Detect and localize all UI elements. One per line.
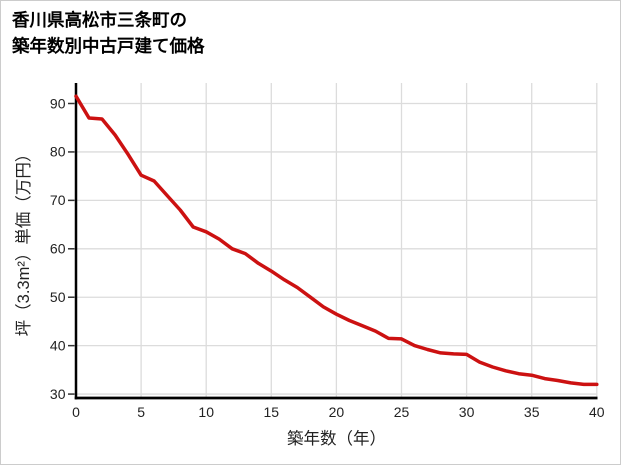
x-tick-label: 20	[329, 404, 345, 420]
price-series-line	[74, 94, 599, 387]
y-tick-label: 30	[50, 386, 66, 402]
y-tick-label: 60	[50, 241, 66, 257]
x-tick-label: 25	[394, 404, 410, 420]
x-tick-label: 5	[137, 404, 145, 420]
x-axis-title: 築年数（年）	[287, 429, 386, 448]
y-tick-label: 80	[50, 144, 66, 160]
x-tick-label: 40	[589, 404, 605, 420]
y-tick-label: 70	[50, 192, 66, 208]
x-tick-label: 0	[72, 404, 80, 420]
chart-title: 香川県高松市三条町の 築年数別中古戸建て価格	[12, 10, 205, 56]
x-tick-label: 10	[198, 404, 214, 420]
y-tick-label: 50	[50, 289, 66, 305]
x-tick-label: 15	[264, 404, 280, 420]
x-tick-label: 35	[524, 404, 540, 420]
y-tick-label: 90	[50, 95, 66, 111]
y-tick-label: 40	[50, 337, 66, 353]
x-tick-label: 30	[459, 404, 475, 420]
y-axis-title: 坪（3.3m²）単価（万円）	[14, 146, 33, 337]
